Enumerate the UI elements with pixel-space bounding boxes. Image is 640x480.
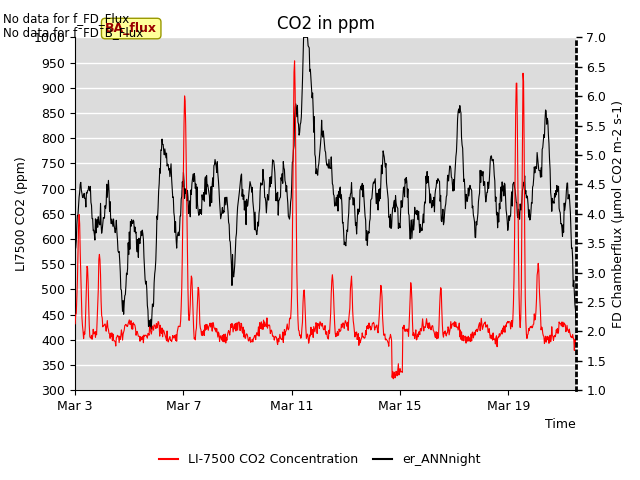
Legend: LI-7500 CO2 Concentration, er_ANNnight: LI-7500 CO2 Concentration, er_ANNnight: [154, 448, 486, 471]
X-axis label: Time: Time: [545, 419, 576, 432]
Title: CO2 in ppm: CO2 in ppm: [276, 15, 374, 33]
Text: No data for f¯FD¯B_Flux: No data for f¯FD¯B_Flux: [3, 26, 143, 39]
Y-axis label: LI7500 CO2 (ppm): LI7500 CO2 (ppm): [15, 156, 28, 271]
Y-axis label: FD Chamberflux (μmol CO2 m-2 s-1): FD Chamberflux (μmol CO2 m-2 s-1): [612, 100, 625, 328]
Text: No data for f_FD_Flux: No data for f_FD_Flux: [3, 12, 129, 25]
Text: BA_flux: BA_flux: [105, 22, 157, 35]
